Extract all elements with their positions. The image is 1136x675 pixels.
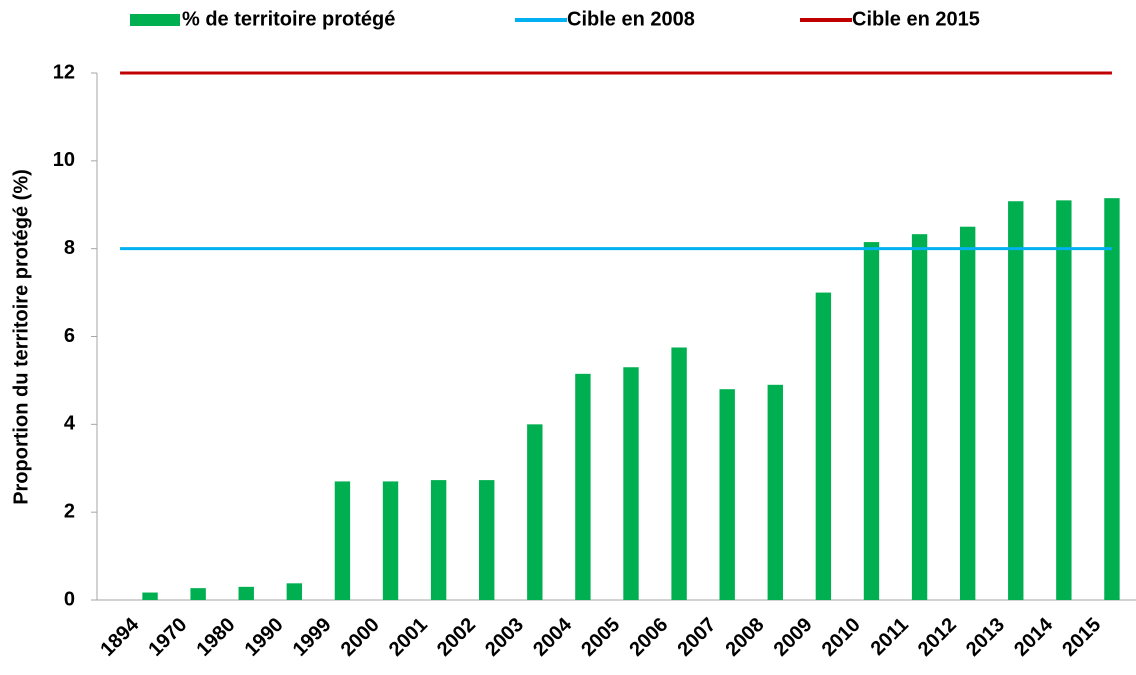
x-tick-label: 1894 bbox=[96, 613, 144, 661]
x-tick-label: 2012 bbox=[914, 614, 961, 661]
x-tick-label: 1970 bbox=[144, 614, 191, 661]
bar bbox=[190, 588, 206, 600]
bar bbox=[575, 373, 591, 600]
y-tick-label: 0 bbox=[64, 588, 75, 610]
bar bbox=[767, 384, 783, 600]
bar bbox=[430, 480, 447, 600]
x-tick-label: 1990 bbox=[241, 614, 288, 661]
bar bbox=[479, 480, 495, 600]
y-tick-label: 4 bbox=[64, 413, 76, 435]
x-tick-label: 2014 bbox=[1010, 613, 1058, 661]
bar bbox=[1104, 198, 1120, 600]
bar bbox=[863, 242, 880, 600]
x-tick-label: 2011 bbox=[867, 614, 913, 660]
x-tick-label: 2009 bbox=[770, 614, 817, 661]
x-tick-label: 2008 bbox=[722, 614, 769, 661]
bar bbox=[959, 226, 976, 601]
bar bbox=[719, 389, 735, 600]
bar bbox=[286, 583, 303, 600]
bar bbox=[815, 292, 832, 600]
y-axis-label: Proportion du territoire protégé (%) bbox=[10, 169, 32, 505]
bar bbox=[334, 481, 351, 600]
x-tick-label: 2013 bbox=[962, 614, 1009, 661]
y-tick-label: 8 bbox=[64, 237, 75, 259]
x-tick-label: 2015 bbox=[1058, 614, 1105, 661]
legend-label: % de territoire protégé bbox=[182, 8, 395, 30]
bar bbox=[527, 424, 543, 600]
bar bbox=[623, 367, 639, 600]
bar bbox=[1008, 201, 1024, 600]
y-tick-label: 10 bbox=[53, 149, 75, 171]
legend-label: Cible en 2008 bbox=[567, 8, 695, 30]
bar bbox=[911, 234, 928, 600]
x-tick-label: 2010 bbox=[818, 614, 865, 661]
x-tick-label: 2001 bbox=[385, 614, 432, 661]
x-tick-label: 2003 bbox=[481, 614, 528, 661]
y-tick-label: 2 bbox=[64, 500, 75, 522]
x-tick-label: 2002 bbox=[433, 614, 480, 661]
legend-swatch bbox=[130, 14, 180, 26]
bar bbox=[142, 592, 158, 600]
bar bbox=[671, 347, 687, 600]
x-tick-label: 2007 bbox=[673, 614, 720, 661]
bar bbox=[1056, 200, 1072, 600]
x-tick-label: 1999 bbox=[289, 614, 336, 661]
x-tick-label: 2006 bbox=[625, 614, 672, 661]
legend-label: Cible en 2015 bbox=[852, 8, 980, 30]
x-tick-label: 2000 bbox=[337, 614, 384, 661]
x-tick-label: 1980 bbox=[192, 614, 239, 661]
x-tick-label: 2004 bbox=[529, 613, 577, 661]
bar bbox=[382, 481, 399, 600]
y-tick-label: 12 bbox=[53, 61, 75, 83]
y-tick-label: 6 bbox=[64, 325, 75, 347]
x-tick-label: 2005 bbox=[577, 614, 624, 661]
bar bbox=[238, 586, 254, 600]
